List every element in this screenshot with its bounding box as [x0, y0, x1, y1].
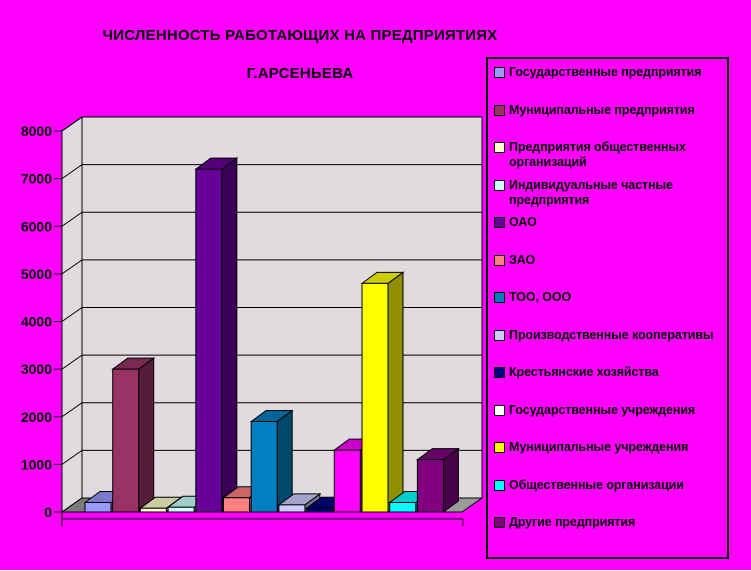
- y-axis-label: 6000: [21, 218, 52, 234]
- bar-front-face: [250, 421, 278, 513]
- y-axis-label: 3000: [21, 361, 52, 377]
- bar-11: [360, 271, 405, 513]
- gridline-diagonal: [61, 211, 83, 227]
- legend-color-swatch: [494, 404, 505, 416]
- y-axis-label: 2000: [21, 409, 52, 425]
- bar-side-face: [138, 357, 155, 513]
- bar-front-face: [361, 282, 389, 513]
- legend-item: Государственные предприятия: [494, 65, 725, 103]
- legend-item-label: Крестьянские хозяйства: [509, 365, 659, 380]
- bar-front-face: [416, 459, 444, 513]
- legend-item-label: ЗАО: [509, 252, 536, 267]
- legend-item: ОАО: [494, 215, 725, 253]
- chart-title-line2: Г.АРСЕНЬЕВА: [246, 65, 354, 82]
- legend-item-label: ТОО, ООО: [509, 290, 572, 305]
- legend-color-swatch: [494, 142, 505, 154]
- y-axis-label: 7000: [21, 171, 52, 187]
- legend-item-label: Индивидуальные частные предприятия: [509, 177, 673, 207]
- bar-2: [111, 357, 156, 513]
- bar-front-face: [223, 497, 250, 513]
- bar-front-face: [389, 501, 417, 513]
- legend-item-label: Муниципальные учреждения: [509, 440, 689, 455]
- y-axis-label: 0: [44, 504, 52, 520]
- gridline-diagonal: [61, 449, 83, 465]
- legend-color-swatch: [494, 217, 505, 229]
- legend-item-label: Государственные предприятия: [509, 65, 702, 79]
- legend-item-label: Общественные организации: [509, 477, 684, 492]
- bar-7: [249, 409, 294, 513]
- bar-front-face: [278, 504, 306, 513]
- bar-5: [194, 157, 239, 513]
- bar-side-face: [221, 157, 238, 513]
- chart-title: ЧИСЛЕННОСТЬ РАБОТАЮЩИХ НА ПРЕДПРИЯТИЯХ Г…: [70, 26, 530, 83]
- legend-item: Крестьянские хозяйства: [494, 365, 725, 403]
- legend-color-swatch: [494, 479, 505, 491]
- legend-item-label: Другие предприятия: [509, 515, 636, 530]
- bar-front-face: [84, 501, 112, 513]
- gridline-diagonal: [61, 354, 83, 370]
- bar-8: [277, 492, 322, 513]
- legend-item-label: Предприятия общественных организаций: [509, 140, 686, 170]
- legend-item: ЗАО: [494, 253, 725, 291]
- bar-side-face: [387, 271, 404, 513]
- gridline-diagonal: [61, 307, 83, 322]
- legend-item: Предприятия общественных организаций: [494, 140, 725, 178]
- bar-13: [415, 447, 460, 513]
- legend-item: Муниципальные учреждения: [494, 440, 725, 478]
- legend-item-label: Государственные учреждения: [509, 402, 696, 417]
- legend-color-swatch: [494, 67, 505, 78]
- bar-front-face: [195, 168, 223, 513]
- y-axis-label: 8000: [21, 123, 52, 139]
- legend-item: Муниципальные предприятия: [494, 103, 725, 141]
- gridline-diagonal: [61, 259, 83, 275]
- chart-title-line1: ЧИСЛЕННОСТЬ РАБОТАЮЩИХ НА ПРЕДПРИЯТИЯХ: [102, 27, 498, 44]
- bar-front-face: [139, 507, 167, 513]
- legend-item: Государственные учреждения: [494, 403, 725, 441]
- bar-front-face: [333, 449, 361, 513]
- gridline-diagonal: [61, 164, 83, 180]
- legend-color-swatch: [494, 254, 505, 266]
- legend-item-label: ОАО: [509, 215, 537, 230]
- y-axis-label: 5000: [21, 266, 52, 282]
- legend-item: Общественные организации: [494, 478, 725, 516]
- legend-color-swatch: [494, 179, 505, 191]
- gridline-diagonal: [61, 116, 83, 132]
- y-axis-label: 1000: [21, 456, 52, 472]
- legend-item: ТОО, ООО: [494, 290, 725, 328]
- legend-color-swatch: [494, 292, 505, 304]
- bar-front-face: [167, 506, 195, 513]
- legend-color-swatch: [494, 367, 505, 379]
- legend-item-label: Муниципальные предприятия: [509, 102, 695, 117]
- legend-color-swatch: [494, 329, 505, 341]
- bar-front-face: [306, 507, 334, 513]
- legend: Государственные предприятия Муниципальные…: [486, 57, 729, 559]
- legend-color-swatch: [494, 517, 505, 529]
- legend-item: Индивидуальные частные предприятия: [494, 178, 725, 216]
- legend-item-label: Производственные кооперативы: [509, 327, 714, 342]
- legend-color-swatch: [494, 104, 505, 116]
- gridline-diagonal: [61, 402, 83, 418]
- legend-item: Другие предприятия: [494, 515, 725, 553]
- legend-item: Производственные кооперативы: [494, 328, 725, 366]
- legend-color-swatch: [494, 442, 505, 454]
- y-axis-label: 4000: [21, 314, 52, 330]
- bar-front-face: [112, 368, 140, 513]
